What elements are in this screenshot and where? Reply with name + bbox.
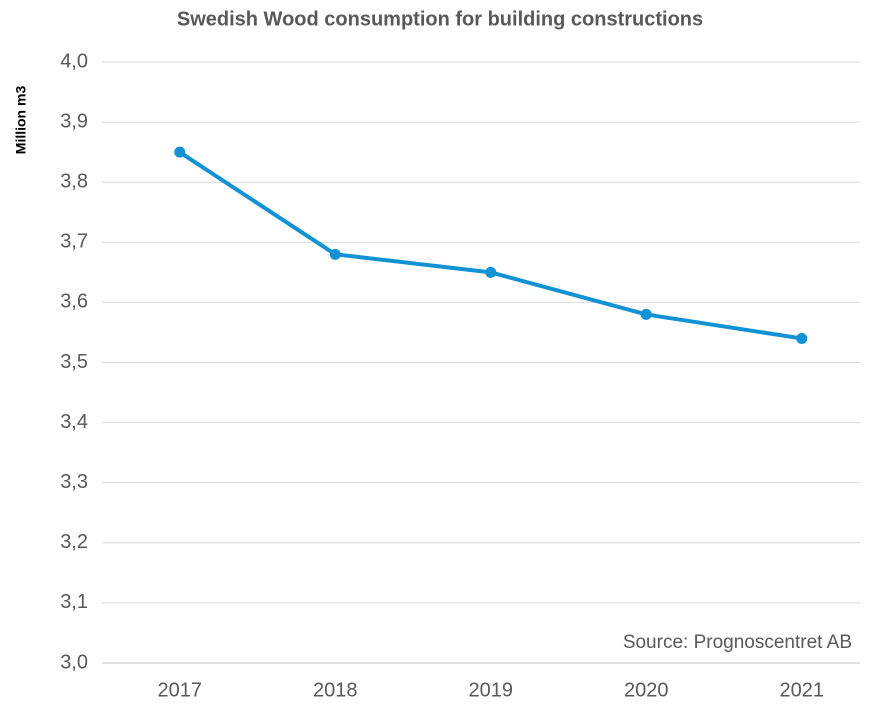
x-tick-label: 2019: [469, 679, 514, 701]
x-tick-label: 2021: [780, 679, 825, 701]
y-tick-label: 3,9: [60, 110, 88, 132]
point: [485, 266, 497, 278]
x-tick-label: 2017: [158, 679, 203, 701]
y-tick-label: 3,6: [60, 291, 88, 313]
y-tick-label: 3,8: [60, 170, 88, 192]
y-tick-label: 4,0: [60, 50, 88, 72]
y-tick-label: 3,2: [60, 531, 88, 553]
point: [640, 308, 652, 320]
y-tick-label: 3,5: [60, 351, 88, 373]
y-tick-label: 3,1: [60, 591, 88, 613]
x-tick-label: 2018: [313, 679, 358, 701]
chart-title: Swedish Wood consumption for building co…: [177, 8, 703, 30]
point: [174, 146, 186, 158]
y-tick-label: 3,4: [60, 411, 88, 433]
y-tick-label: 3,0: [60, 651, 88, 673]
point: [796, 332, 808, 344]
annotation: Source: Prognoscentret AB: [623, 632, 852, 653]
x-tick-label: 2020: [624, 679, 669, 701]
y-tick-label: 3,3: [60, 471, 88, 493]
line: [178, 150, 803, 341]
y-tick-label: 3,7: [60, 231, 88, 253]
point: [329, 248, 341, 260]
y-axis-label: Million m3: [13, 86, 29, 155]
